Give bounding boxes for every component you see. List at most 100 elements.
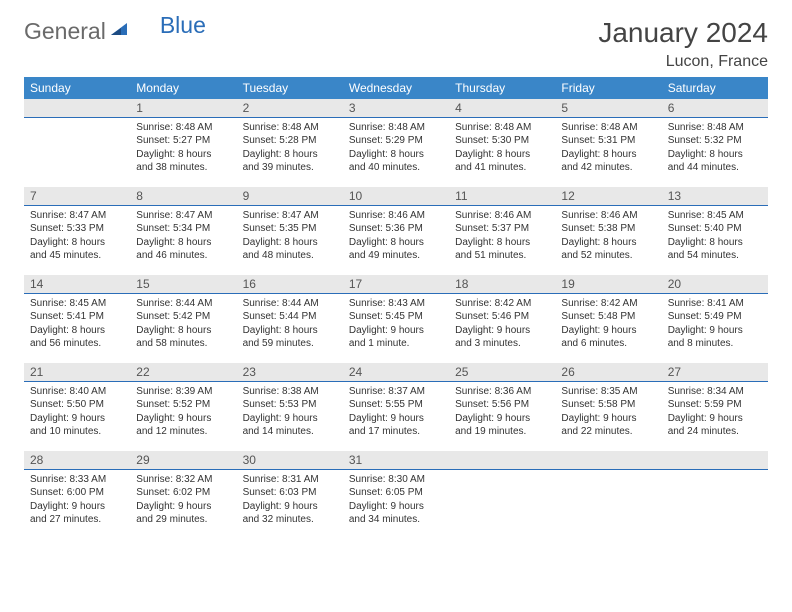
- calendar-cell: [24, 99, 130, 187]
- weekday-header: Wednesday: [343, 77, 449, 99]
- day-number: 19: [555, 275, 661, 294]
- calendar-cell: 12Sunrise: 8:46 AMSunset: 5:38 PMDayligh…: [555, 187, 661, 275]
- calendar-cell: 18Sunrise: 8:42 AMSunset: 5:46 PMDayligh…: [449, 275, 555, 363]
- calendar-row: 1Sunrise: 8:48 AMSunset: 5:27 PMDaylight…: [24, 99, 768, 187]
- calendar-cell: 21Sunrise: 8:40 AMSunset: 5:50 PMDayligh…: [24, 363, 130, 451]
- day-number: 1: [130, 99, 236, 118]
- calendar-cell: 11Sunrise: 8:46 AMSunset: 5:37 PMDayligh…: [449, 187, 555, 275]
- day-number: 21: [24, 363, 130, 382]
- calendar-cell: 16Sunrise: 8:44 AMSunset: 5:44 PMDayligh…: [237, 275, 343, 363]
- calendar-body: 1Sunrise: 8:48 AMSunset: 5:27 PMDaylight…: [24, 99, 768, 539]
- day-body: Sunrise: 8:42 AMSunset: 5:48 PMDaylight:…: [555, 294, 661, 357]
- brand-logo: General Blue: [24, 18, 206, 45]
- calendar-cell: 10Sunrise: 8:46 AMSunset: 5:36 PMDayligh…: [343, 187, 449, 275]
- calendar-cell: 3Sunrise: 8:48 AMSunset: 5:29 PMDaylight…: [343, 99, 449, 187]
- day-body: Sunrise: 8:47 AMSunset: 5:34 PMDaylight:…: [130, 206, 236, 269]
- day-number: 22: [130, 363, 236, 382]
- day-body: Sunrise: 8:48 AMSunset: 5:27 PMDaylight:…: [130, 118, 236, 181]
- calendar-cell: 17Sunrise: 8:43 AMSunset: 5:45 PMDayligh…: [343, 275, 449, 363]
- day-number: [449, 451, 555, 470]
- calendar-cell: 28Sunrise: 8:33 AMSunset: 6:00 PMDayligh…: [24, 451, 130, 539]
- calendar-cell: [449, 451, 555, 539]
- day-body: Sunrise: 8:40 AMSunset: 5:50 PMDaylight:…: [24, 382, 130, 445]
- calendar-cell: 1Sunrise: 8:48 AMSunset: 5:27 PMDaylight…: [130, 99, 236, 187]
- calendar-cell: 13Sunrise: 8:45 AMSunset: 5:40 PMDayligh…: [662, 187, 768, 275]
- day-body: [24, 118, 130, 187]
- day-number: 2: [237, 99, 343, 118]
- header: General Blue January 2024 Lucon, France: [24, 18, 768, 71]
- calendar-cell: 4Sunrise: 8:48 AMSunset: 5:30 PMDaylight…: [449, 99, 555, 187]
- calendar-cell: 7Sunrise: 8:47 AMSunset: 5:33 PMDaylight…: [24, 187, 130, 275]
- day-number: [24, 99, 130, 118]
- weekday-header: Monday: [130, 77, 236, 99]
- day-number: 5: [555, 99, 661, 118]
- day-number: 28: [24, 451, 130, 470]
- day-body: Sunrise: 8:43 AMSunset: 5:45 PMDaylight:…: [343, 294, 449, 357]
- calendar-row: 14Sunrise: 8:45 AMSunset: 5:41 PMDayligh…: [24, 275, 768, 363]
- day-body: Sunrise: 8:30 AMSunset: 6:05 PMDaylight:…: [343, 470, 449, 533]
- calendar-cell: 9Sunrise: 8:47 AMSunset: 5:35 PMDaylight…: [237, 187, 343, 275]
- day-number: 31: [343, 451, 449, 470]
- day-number: 16: [237, 275, 343, 294]
- calendar-cell: 8Sunrise: 8:47 AMSunset: 5:34 PMDaylight…: [130, 187, 236, 275]
- day-number: 3: [343, 99, 449, 118]
- day-number: 14: [24, 275, 130, 294]
- weekday-header: Thursday: [449, 77, 555, 99]
- day-body: Sunrise: 8:34 AMSunset: 5:59 PMDaylight:…: [662, 382, 768, 445]
- day-number: 11: [449, 187, 555, 206]
- day-number: 6: [662, 99, 768, 118]
- day-body: Sunrise: 8:45 AMSunset: 5:40 PMDaylight:…: [662, 206, 768, 269]
- day-body: [662, 470, 768, 539]
- day-number: 8: [130, 187, 236, 206]
- calendar-cell: 23Sunrise: 8:38 AMSunset: 5:53 PMDayligh…: [237, 363, 343, 451]
- day-body: Sunrise: 8:35 AMSunset: 5:58 PMDaylight:…: [555, 382, 661, 445]
- day-body: Sunrise: 8:48 AMSunset: 5:32 PMDaylight:…: [662, 118, 768, 181]
- day-body: Sunrise: 8:32 AMSunset: 6:02 PMDaylight:…: [130, 470, 236, 533]
- day-number: 10: [343, 187, 449, 206]
- day-body: Sunrise: 8:48 AMSunset: 5:31 PMDaylight:…: [555, 118, 661, 181]
- calendar-row: 7Sunrise: 8:47 AMSunset: 5:33 PMDaylight…: [24, 187, 768, 275]
- day-number: 12: [555, 187, 661, 206]
- calendar-cell: 14Sunrise: 8:45 AMSunset: 5:41 PMDayligh…: [24, 275, 130, 363]
- day-number: 17: [343, 275, 449, 294]
- month-title: January 2024: [598, 18, 768, 49]
- calendar-cell: 19Sunrise: 8:42 AMSunset: 5:48 PMDayligh…: [555, 275, 661, 363]
- day-body: Sunrise: 8:38 AMSunset: 5:53 PMDaylight:…: [237, 382, 343, 445]
- day-body: [555, 470, 661, 539]
- day-number: 7: [24, 187, 130, 206]
- calendar-head: SundayMondayTuesdayWednesdayThursdayFrid…: [24, 77, 768, 99]
- calendar-cell: 26Sunrise: 8:35 AMSunset: 5:58 PMDayligh…: [555, 363, 661, 451]
- day-number: 20: [662, 275, 768, 294]
- calendar-cell: 27Sunrise: 8:34 AMSunset: 5:59 PMDayligh…: [662, 363, 768, 451]
- day-body: Sunrise: 8:42 AMSunset: 5:46 PMDaylight:…: [449, 294, 555, 357]
- weekday-header: Friday: [555, 77, 661, 99]
- triangle-icon: [110, 20, 128, 43]
- day-body: Sunrise: 8:48 AMSunset: 5:30 PMDaylight:…: [449, 118, 555, 181]
- calendar-cell: 30Sunrise: 8:31 AMSunset: 6:03 PMDayligh…: [237, 451, 343, 539]
- day-number: 23: [237, 363, 343, 382]
- calendar-cell: 15Sunrise: 8:44 AMSunset: 5:42 PMDayligh…: [130, 275, 236, 363]
- day-number: 25: [449, 363, 555, 382]
- day-number: 15: [130, 275, 236, 294]
- calendar-row: 28Sunrise: 8:33 AMSunset: 6:00 PMDayligh…: [24, 451, 768, 539]
- day-body: Sunrise: 8:39 AMSunset: 5:52 PMDaylight:…: [130, 382, 236, 445]
- day-body: Sunrise: 8:45 AMSunset: 5:41 PMDaylight:…: [24, 294, 130, 357]
- calendar-row: 21Sunrise: 8:40 AMSunset: 5:50 PMDayligh…: [24, 363, 768, 451]
- day-number: 4: [449, 99, 555, 118]
- weekday-header: Saturday: [662, 77, 768, 99]
- day-body: Sunrise: 8:48 AMSunset: 5:28 PMDaylight:…: [237, 118, 343, 181]
- day-number: 13: [662, 187, 768, 206]
- day-body: Sunrise: 8:44 AMSunset: 5:42 PMDaylight:…: [130, 294, 236, 357]
- calendar-cell: 24Sunrise: 8:37 AMSunset: 5:55 PMDayligh…: [343, 363, 449, 451]
- day-number: 18: [449, 275, 555, 294]
- day-number: [555, 451, 661, 470]
- calendar-cell: 31Sunrise: 8:30 AMSunset: 6:05 PMDayligh…: [343, 451, 449, 539]
- weekday-row: SundayMondayTuesdayWednesdayThursdayFrid…: [24, 77, 768, 99]
- location: Lucon, France: [598, 53, 768, 71]
- day-number: 27: [662, 363, 768, 382]
- day-body: Sunrise: 8:47 AMSunset: 5:33 PMDaylight:…: [24, 206, 130, 269]
- day-body: Sunrise: 8:31 AMSunset: 6:03 PMDaylight:…: [237, 470, 343, 533]
- day-body: Sunrise: 8:47 AMSunset: 5:35 PMDaylight:…: [237, 206, 343, 269]
- calendar-cell: [555, 451, 661, 539]
- day-body: Sunrise: 8:44 AMSunset: 5:44 PMDaylight:…: [237, 294, 343, 357]
